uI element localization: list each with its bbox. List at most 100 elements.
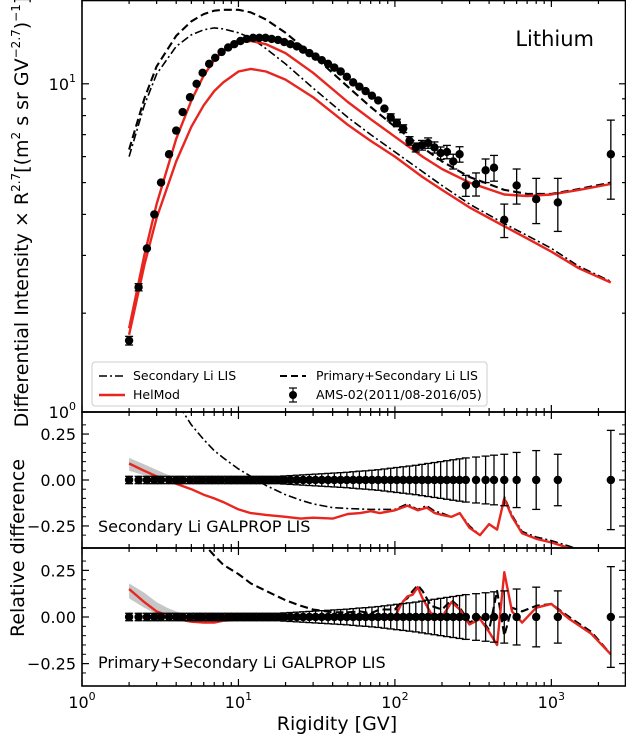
data-point-bottom-2 [142,612,152,622]
data-point-top-9 [192,79,201,88]
data-point-top-31 [330,63,339,72]
data-point-bottom-40 [386,612,395,622]
panel-bottom-series [124,549,616,669]
data-point-top-39 [380,104,389,113]
errorbars-top-ams-02-2011-08-2016-05 [124,33,616,346]
data-point-top-49 [442,147,452,157]
data-point-bottom-14 [224,612,233,622]
data-point-middle-59 [553,475,563,485]
data-point-bottom-0 [124,612,134,622]
data-point-top-7 [178,107,187,117]
data-point-bottom-56 [500,612,509,622]
data-point-middle-14 [224,475,233,485]
data-point-top-38 [373,96,383,105]
data-point-bottom-53 [471,612,481,622]
data-point-top-34 [348,78,358,87]
data-point-middle-7 [178,475,187,485]
data-point-bottom-51 [455,612,464,622]
data-point-bottom-9 [192,612,201,622]
data-point-top-47 [430,143,439,152]
panel-annotation-secondary: Secondary Li GALPROP LIS [98,517,310,536]
y-axis-title-intensity: Differential Intensity × R2.7[(m2 s sr G… [9,0,33,427]
data-point-top-5 [164,150,174,159]
data-point-middle-2 [142,475,152,485]
y-tick-label-bottom-2: −0.25 [27,655,76,674]
panel-top-series [124,8,616,346]
data-point-middle-6 [171,475,181,485]
data-point-bottom-32 [336,612,345,622]
data-point-middle-30 [323,475,333,485]
data-point-bottom-43 [405,612,414,622]
data-point-top-0 [124,336,134,345]
x-axis-title: Rigidity [GV] [277,713,397,735]
data-point-bottom-18 [248,612,258,622]
y-tick-label-middle-0: 0.25 [40,425,76,444]
data-point-top-25 [292,42,301,51]
data-point-top-59 [553,198,563,207]
data-point-top-19 [255,33,264,43]
data-point-bottom-25 [292,612,301,622]
data-point-top-2 [142,244,152,253]
data-point-bottom-1 [134,612,143,622]
data-point-bottom-21 [267,612,276,622]
data-point-middle-24 [286,475,295,485]
data-point-top-46 [423,138,433,148]
data-point-bottom-24 [286,612,295,622]
data-point-top-33 [342,72,352,82]
data-point-top-12 [210,53,220,62]
panel-middle-series [124,412,616,548]
data-point-top-15 [230,40,239,49]
legend-label-ams02: AMS-02(2011/08-2016/05) [316,387,482,402]
data-point-bottom-57 [512,612,521,622]
data-point-middle-31 [330,475,339,485]
band-bottom-helmod-uncertainty-band [129,583,192,622]
data-point-top-21 [267,34,276,44]
data-point-bottom-33 [342,612,352,622]
data-point-bottom-27 [305,612,314,622]
data-point-top-24 [286,40,295,49]
data-point-top-35 [355,82,364,91]
data-point-bottom-26 [298,612,308,622]
data-point-top-4 [156,178,166,187]
data-point-top-53 [471,179,481,189]
series-line-top-helmod-primary-secondary-2 [127,39,612,329]
data-point-bottom-34 [348,612,358,622]
data-point-middle-50 [449,475,458,485]
data-point-bottom-36 [361,612,370,622]
data-point-bottom-52 [461,612,471,622]
data-point-middle-13 [217,475,226,485]
data-point-middle-17 [242,475,251,485]
data-point-bottom-38 [373,612,383,622]
data-point-top-30 [323,59,333,69]
data-point-middle-11 [204,475,214,485]
data-point-bottom-35 [355,612,364,622]
data-point-middle-34 [348,475,358,485]
data-point-middle-15 [230,475,239,485]
data-point-top-28 [311,52,320,61]
data-point-top-18 [248,33,258,43]
y-tick-label-middle-1: 0.00 [40,471,76,490]
data-point-top-58 [531,194,541,204]
data-point-middle-52 [461,475,471,485]
data-point-bottom-37 [367,612,377,622]
data-point-bottom-41 [392,612,402,622]
data-point-bottom-55 [489,612,499,622]
legend-frame [91,361,488,407]
data-point-bottom-6 [171,612,181,622]
data-point-top-27 [305,48,314,58]
data-point-middle-9 [192,475,201,485]
data-point-top-10 [198,68,207,78]
data-point-top-40 [386,113,395,122]
data-point-middle-45 [417,475,427,485]
x-tick-label-2: 102 [381,690,408,712]
data-point-middle-37 [367,475,377,485]
panel-annotation-primary-secondary: Primary+Secondary Li GALPROP LIS [98,653,386,672]
data-point-middle-60 [606,475,616,485]
data-point-top-6 [171,126,181,135]
data-point-middle-12 [210,475,220,485]
data-point-middle-56 [500,475,509,485]
data-point-bottom-30 [323,612,333,622]
x-tick-label-1: 101 [225,690,252,712]
data-point-middle-3 [150,475,159,485]
